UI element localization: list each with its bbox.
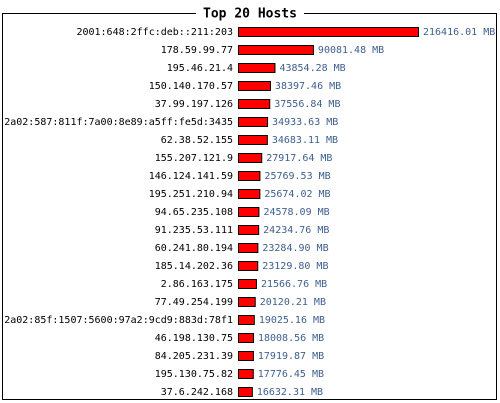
host-label: 77.49.254.199 [155, 297, 233, 308]
value-label: 216416.01 MB [423, 27, 495, 38]
bar [238, 189, 261, 199]
host-label: 84.205.231.39 [155, 351, 233, 362]
host-label: 185.14.202.36 [155, 261, 233, 272]
bar [238, 45, 314, 55]
value-label: 23129.80 MB [262, 261, 328, 272]
host-label: 60.241.80.194 [155, 243, 233, 254]
bar [238, 243, 259, 253]
bar [238, 135, 268, 145]
title-bg [196, 5, 304, 23]
value-label: 18008.56 MB [258, 333, 324, 344]
value-label: 34933.63 MB [272, 117, 338, 128]
host-label: 37.6.242.168 [161, 387, 233, 398]
value-label: 17919.87 MB [258, 351, 324, 362]
host-label: 195.130.75.82 [155, 369, 233, 380]
value-label: 38397.46 MB [275, 81, 341, 92]
host-label: 37.99.197.126 [155, 99, 233, 110]
value-label: 16632.31 MB [257, 387, 323, 398]
host-label: 150.140.170.57 [149, 81, 233, 92]
value-label: 24234.76 MB [263, 225, 329, 236]
value-label: 24578.09 MB [263, 207, 329, 218]
host-label: 94.65.235.108 [155, 207, 233, 218]
value-label: 23284.90 MB [262, 243, 328, 254]
bar [238, 153, 263, 163]
value-label: 27917.64 MB [266, 153, 332, 164]
host-label: 2001:648:2ffc:deb::211:203 [76, 27, 233, 38]
value-label: 25674.02 MB [264, 189, 330, 200]
host-label: 195.251.210.94 [149, 189, 233, 200]
host-label: 146.124.141.59 [149, 171, 233, 182]
value-label: 17776.45 MB [258, 369, 324, 380]
bar [238, 207, 260, 217]
bar [238, 261, 259, 271]
value-label: 21566.76 MB [261, 279, 327, 290]
bar [238, 117, 269, 127]
host-label: 195.46.21.4 [167, 63, 233, 74]
host-label: 2a02:85f:1507:5600:97a2:9cd9:883d:78f1 [4, 315, 233, 326]
bar [238, 171, 261, 181]
bar [238, 225, 260, 235]
host-label: 155.207.121.9 [155, 153, 233, 164]
host-label: 2a02:587:811f:7a00:8e89:a5ff:fe5d:3435 [4, 117, 233, 128]
value-label: 20120.21 MB [260, 297, 326, 308]
host-label: 2.86.163.175 [161, 279, 233, 290]
host-label: 46.198.130.75 [155, 333, 233, 344]
value-label: 37556.84 MB [274, 99, 340, 110]
value-label: 34683.11 MB [272, 135, 338, 146]
bar [238, 63, 276, 73]
bar [238, 387, 253, 397]
chart-title: Top 20 Hosts [203, 7, 297, 22]
host-label: 91.235.53.111 [155, 225, 233, 236]
bar [238, 333, 254, 343]
bar [238, 99, 271, 109]
value-label: 90081.48 MB [318, 45, 384, 56]
bar [238, 315, 255, 325]
host-label: 178.59.99.77 [161, 45, 233, 56]
host-label: 62.38.52.155 [161, 135, 233, 146]
bar [238, 27, 419, 37]
value-label: 43854.28 MB [279, 63, 345, 74]
bar [238, 81, 271, 91]
value-label: 25769.53 MB [264, 171, 330, 182]
bar [238, 297, 256, 307]
bar [238, 279, 257, 289]
bar [238, 351, 254, 361]
bar [238, 369, 254, 379]
value-label: 19025.16 MB [259, 315, 325, 326]
